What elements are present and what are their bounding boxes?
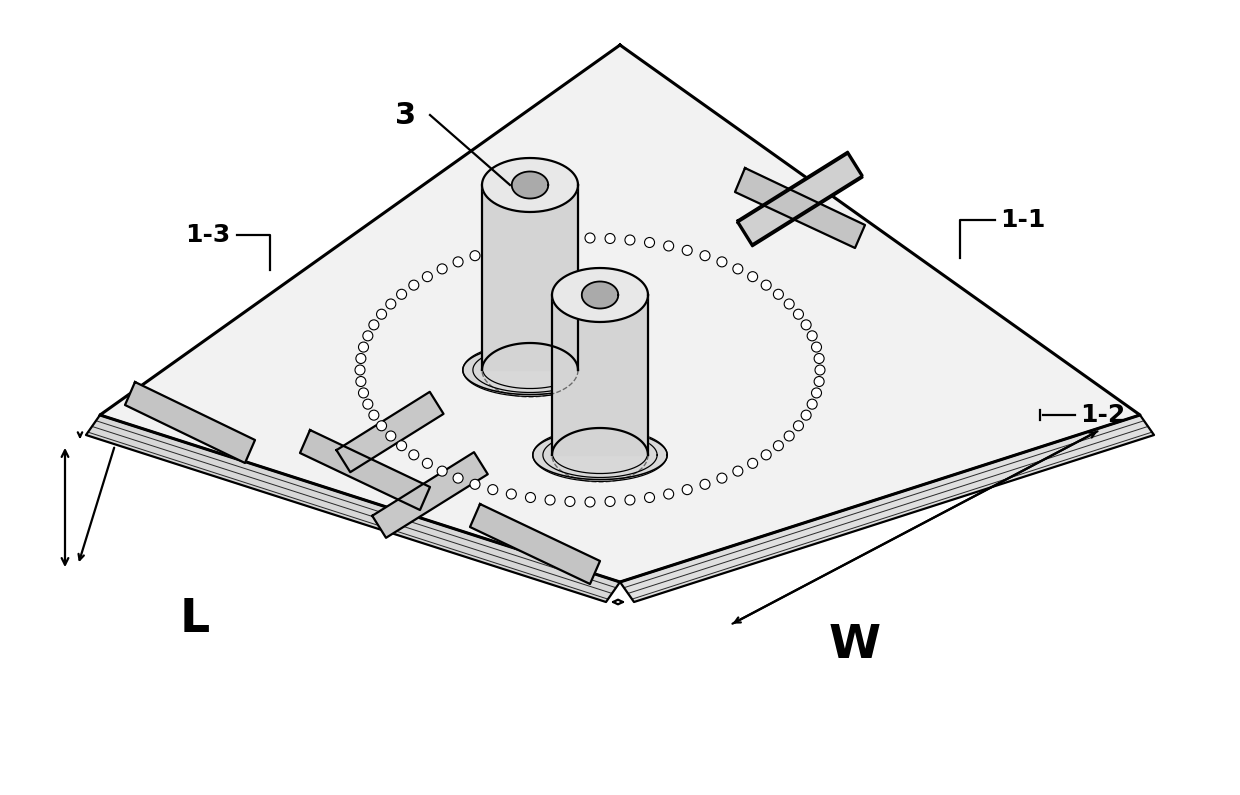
Circle shape xyxy=(363,399,373,409)
Circle shape xyxy=(546,495,556,505)
Circle shape xyxy=(356,377,366,386)
Circle shape xyxy=(761,450,771,460)
Circle shape xyxy=(717,473,727,483)
Circle shape xyxy=(801,410,811,420)
Circle shape xyxy=(682,485,692,494)
Polygon shape xyxy=(482,158,578,212)
Polygon shape xyxy=(86,415,620,602)
Circle shape xyxy=(807,399,817,409)
Circle shape xyxy=(506,489,516,499)
Circle shape xyxy=(748,272,758,281)
Circle shape xyxy=(368,320,379,330)
Circle shape xyxy=(409,280,419,290)
Text: 1-1: 1-1 xyxy=(999,208,1045,232)
Circle shape xyxy=(377,421,387,431)
Polygon shape xyxy=(470,504,600,584)
Circle shape xyxy=(368,410,379,420)
Polygon shape xyxy=(372,452,487,538)
Circle shape xyxy=(546,235,556,245)
Circle shape xyxy=(438,466,448,476)
Circle shape xyxy=(386,299,396,309)
Circle shape xyxy=(811,388,822,398)
Circle shape xyxy=(807,331,817,341)
Circle shape xyxy=(377,309,387,320)
Circle shape xyxy=(585,233,595,243)
Circle shape xyxy=(356,354,366,363)
Circle shape xyxy=(663,489,673,499)
Circle shape xyxy=(645,492,655,502)
Circle shape xyxy=(355,365,365,375)
Circle shape xyxy=(774,440,784,451)
Circle shape xyxy=(733,264,743,274)
Circle shape xyxy=(438,264,448,274)
Circle shape xyxy=(748,459,758,468)
Text: 3: 3 xyxy=(396,100,417,130)
Polygon shape xyxy=(738,153,863,246)
Circle shape xyxy=(487,246,497,255)
Circle shape xyxy=(487,485,497,494)
Polygon shape xyxy=(533,430,667,479)
Circle shape xyxy=(470,479,480,489)
Circle shape xyxy=(761,280,771,290)
Circle shape xyxy=(794,421,804,431)
Circle shape xyxy=(701,250,711,261)
Circle shape xyxy=(605,497,615,506)
Circle shape xyxy=(358,342,368,352)
Polygon shape xyxy=(463,346,598,394)
Circle shape xyxy=(605,234,615,243)
Circle shape xyxy=(794,309,804,320)
Circle shape xyxy=(565,234,575,243)
Circle shape xyxy=(363,331,373,341)
Circle shape xyxy=(815,377,825,386)
Circle shape xyxy=(453,257,463,267)
Circle shape xyxy=(645,238,655,247)
Text: W: W xyxy=(828,622,882,668)
Circle shape xyxy=(815,365,825,375)
Circle shape xyxy=(784,431,794,441)
Polygon shape xyxy=(512,172,548,199)
Polygon shape xyxy=(738,152,863,244)
Circle shape xyxy=(682,246,692,255)
Circle shape xyxy=(423,272,433,281)
Circle shape xyxy=(663,241,673,251)
Circle shape xyxy=(815,354,825,363)
Circle shape xyxy=(358,388,368,398)
Circle shape xyxy=(774,289,784,299)
Text: L: L xyxy=(180,598,210,642)
Polygon shape xyxy=(552,268,649,322)
Text: 1-2: 1-2 xyxy=(1080,403,1125,427)
Circle shape xyxy=(470,250,480,261)
Circle shape xyxy=(625,235,635,245)
Circle shape xyxy=(565,497,575,506)
Polygon shape xyxy=(125,382,255,463)
Circle shape xyxy=(701,479,711,489)
Circle shape xyxy=(585,497,595,507)
Circle shape xyxy=(526,238,536,247)
Circle shape xyxy=(397,440,407,451)
Polygon shape xyxy=(620,415,1154,602)
Polygon shape xyxy=(735,168,866,248)
Circle shape xyxy=(423,459,433,468)
Polygon shape xyxy=(482,185,578,370)
Text: 1-3: 1-3 xyxy=(185,223,231,247)
Circle shape xyxy=(526,492,536,502)
Polygon shape xyxy=(336,392,444,472)
Circle shape xyxy=(386,431,396,441)
Circle shape xyxy=(784,299,794,309)
Polygon shape xyxy=(100,45,1140,582)
Circle shape xyxy=(801,320,811,330)
Circle shape xyxy=(506,241,516,251)
Circle shape xyxy=(625,495,635,505)
Polygon shape xyxy=(582,281,619,308)
Circle shape xyxy=(811,342,822,352)
Circle shape xyxy=(409,450,419,460)
Circle shape xyxy=(717,257,727,267)
Polygon shape xyxy=(300,430,430,510)
Circle shape xyxy=(733,466,743,476)
Polygon shape xyxy=(552,295,649,455)
Circle shape xyxy=(397,289,407,299)
Circle shape xyxy=(453,473,463,483)
